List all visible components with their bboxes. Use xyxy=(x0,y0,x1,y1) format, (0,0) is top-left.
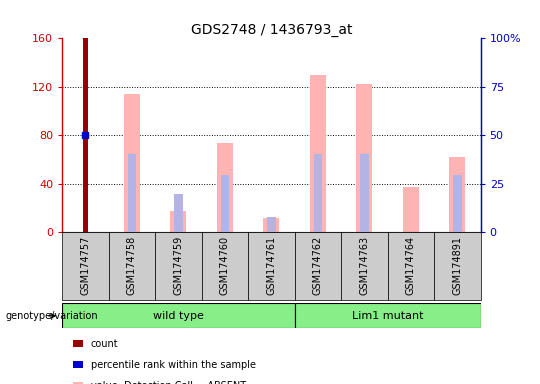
Text: GSM174759: GSM174759 xyxy=(173,236,184,295)
Text: percentile rank within the sample: percentile rank within the sample xyxy=(91,360,256,370)
Bar xyxy=(62,232,109,300)
Text: count: count xyxy=(91,339,118,349)
Bar xyxy=(310,75,326,232)
Bar xyxy=(201,232,248,300)
Text: GSM174763: GSM174763 xyxy=(359,236,369,295)
Bar xyxy=(449,157,465,232)
Bar xyxy=(217,142,233,232)
Bar xyxy=(453,175,462,232)
Bar xyxy=(83,38,88,232)
Bar xyxy=(124,94,140,232)
Bar xyxy=(295,232,341,300)
Bar xyxy=(360,154,368,232)
Bar xyxy=(314,154,322,232)
Bar xyxy=(434,232,481,300)
Text: Lim1 mutant: Lim1 mutant xyxy=(352,311,423,321)
Bar xyxy=(248,232,295,300)
Bar xyxy=(356,84,373,232)
Text: GSM174760: GSM174760 xyxy=(220,236,230,295)
Bar xyxy=(155,232,201,300)
Bar xyxy=(341,232,388,300)
Bar xyxy=(295,303,481,328)
Bar xyxy=(388,232,434,300)
Bar xyxy=(109,232,155,300)
Bar xyxy=(221,175,229,232)
Bar xyxy=(263,218,280,232)
Text: GSM174891: GSM174891 xyxy=(453,236,462,295)
Bar xyxy=(170,210,186,232)
Text: GSM174761: GSM174761 xyxy=(266,236,276,295)
Bar xyxy=(267,217,275,232)
Bar xyxy=(174,194,183,232)
Text: GSM174762: GSM174762 xyxy=(313,236,323,295)
Bar xyxy=(127,154,136,232)
Bar xyxy=(403,187,419,232)
Text: value, Detection Call = ABSENT: value, Detection Call = ABSENT xyxy=(91,381,246,384)
Title: GDS2748 / 1436793_at: GDS2748 / 1436793_at xyxy=(191,23,352,37)
Text: GSM174764: GSM174764 xyxy=(406,236,416,295)
Bar xyxy=(62,303,295,328)
Text: GSM174758: GSM174758 xyxy=(127,236,137,295)
Text: wild type: wild type xyxy=(153,311,204,321)
Text: GSM174757: GSM174757 xyxy=(80,236,90,295)
Text: genotype/variation: genotype/variation xyxy=(5,311,98,321)
